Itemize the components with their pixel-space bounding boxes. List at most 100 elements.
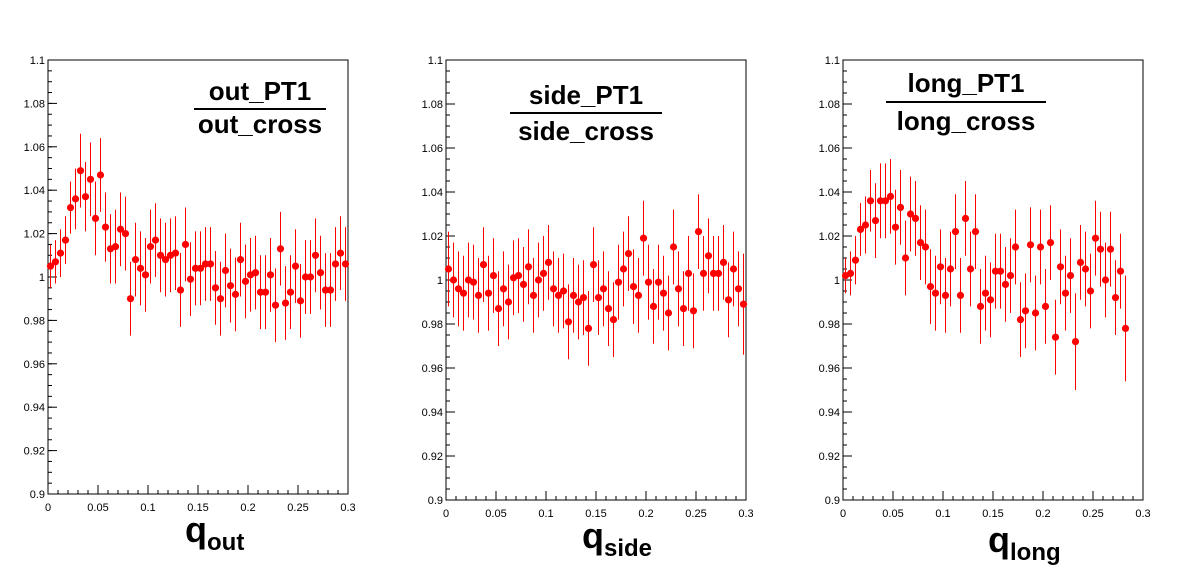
data-point [866, 197, 875, 205]
y-tick-label: 0.96 [819, 363, 840, 375]
data-point [629, 283, 638, 291]
axis-ticks: 0.9 0.92 0.94 0.96 0.98 1 1.02 1.04 1.06 1.08 1.1 0… [24, 55, 356, 514]
y-tick-label: 1.1 [30, 55, 45, 67]
data-point [1026, 241, 1035, 249]
x-tick-label: 0.2 [1035, 508, 1050, 520]
x-tick-label: 0.05 [87, 502, 108, 514]
data-point [131, 256, 140, 264]
data-point [1011, 243, 1020, 251]
data-point [991, 267, 1000, 275]
data-point [729, 265, 738, 273]
data-point [499, 285, 508, 293]
data-point [306, 273, 315, 281]
data-point [444, 265, 453, 273]
data-point [1036, 243, 1045, 251]
data-points [841, 159, 1130, 390]
data-point [1111, 294, 1120, 302]
data-points [444, 194, 748, 366]
data-point [196, 264, 205, 272]
data-point [236, 256, 245, 264]
data-point [684, 269, 693, 277]
y-tick-label: 0.92 [24, 446, 45, 458]
data-point [981, 289, 990, 297]
data-point [986, 296, 995, 304]
data-point [1016, 316, 1025, 324]
data-point [276, 245, 285, 253]
y-tick-label: 1.06 [819, 143, 840, 155]
x-axis-title-subscript: side [604, 535, 652, 562]
data-point [921, 243, 930, 251]
x-tick-label: 0.3 [1135, 508, 1150, 520]
y-tick-label: 1.1 [825, 55, 840, 67]
y-tick-label: 1.08 [819, 99, 840, 111]
data-point [221, 266, 230, 275]
data-point [1106, 245, 1115, 253]
data-point [896, 203, 905, 211]
y-tick-label: 1.04 [819, 187, 840, 199]
data-point [951, 228, 960, 236]
data-point [649, 302, 658, 310]
data-point [96, 171, 105, 179]
x-axis-title: qlong [988, 519, 1061, 566]
ratio-numerator: long_PT1 [907, 68, 1024, 98]
data-point [524, 263, 533, 271]
data-point [281, 299, 290, 307]
data-point [1086, 287, 1095, 295]
y-tick-label: 1.02 [422, 231, 443, 243]
data-point [569, 291, 578, 299]
data-point [256, 288, 265, 296]
y-tick-label: 1.02 [24, 229, 45, 241]
data-point [1116, 267, 1125, 275]
data-point [639, 234, 648, 242]
x-axis-title: qside [582, 515, 652, 562]
ratio-denominator: out_cross [198, 109, 322, 139]
data-point [266, 271, 275, 279]
x-tick-label: 0 [840, 508, 846, 520]
x-tick-label: 0.05 [882, 508, 903, 520]
y-tick-label: 0.96 [24, 359, 45, 371]
data-point [876, 197, 885, 205]
data-point [851, 256, 860, 264]
y-tick-label: 1.06 [422, 143, 443, 155]
data-point [186, 275, 195, 283]
y-tick-label: 1.02 [819, 231, 840, 243]
data-point [886, 192, 895, 200]
data-point [1056, 263, 1065, 271]
data-point [321, 286, 330, 294]
x-axis-title-subscript: out [207, 529, 244, 556]
data-point [926, 283, 935, 291]
ratio-numerator: out_PT1 [209, 76, 312, 106]
y-tick-label: 1.08 [422, 99, 443, 111]
data-point [211, 284, 220, 292]
x-axis-title: qout [185, 509, 244, 556]
data-point [544, 258, 553, 266]
data-point [484, 289, 493, 297]
data-point [286, 288, 295, 296]
data-point [206, 260, 215, 268]
data-points [46, 133, 350, 343]
data-point [996, 267, 1005, 275]
data-point [871, 217, 880, 225]
y-tick-label: 0.96 [422, 363, 443, 375]
data-point [1121, 324, 1130, 332]
x-tick-label: 0.1 [538, 508, 553, 520]
data-point [564, 318, 573, 326]
data-point [739, 300, 748, 308]
data-point [861, 221, 870, 229]
data-point [1046, 239, 1055, 247]
x-axis-title-main: q [988, 519, 1010, 560]
data-point [161, 256, 170, 264]
data-point [619, 265, 628, 273]
data-point [719, 258, 728, 266]
ratio-numerator: side_PT1 [529, 80, 643, 110]
data-point [116, 225, 125, 233]
x-tick-label: 0 [45, 502, 51, 514]
x-axis-title-main: q [185, 509, 207, 550]
data-point [534, 276, 543, 284]
data-point [679, 305, 688, 313]
data-point [961, 214, 970, 222]
y-tick-label: 1.08 [24, 98, 45, 110]
x-tick-label: 0.15 [187, 502, 208, 514]
data-point [231, 290, 240, 298]
